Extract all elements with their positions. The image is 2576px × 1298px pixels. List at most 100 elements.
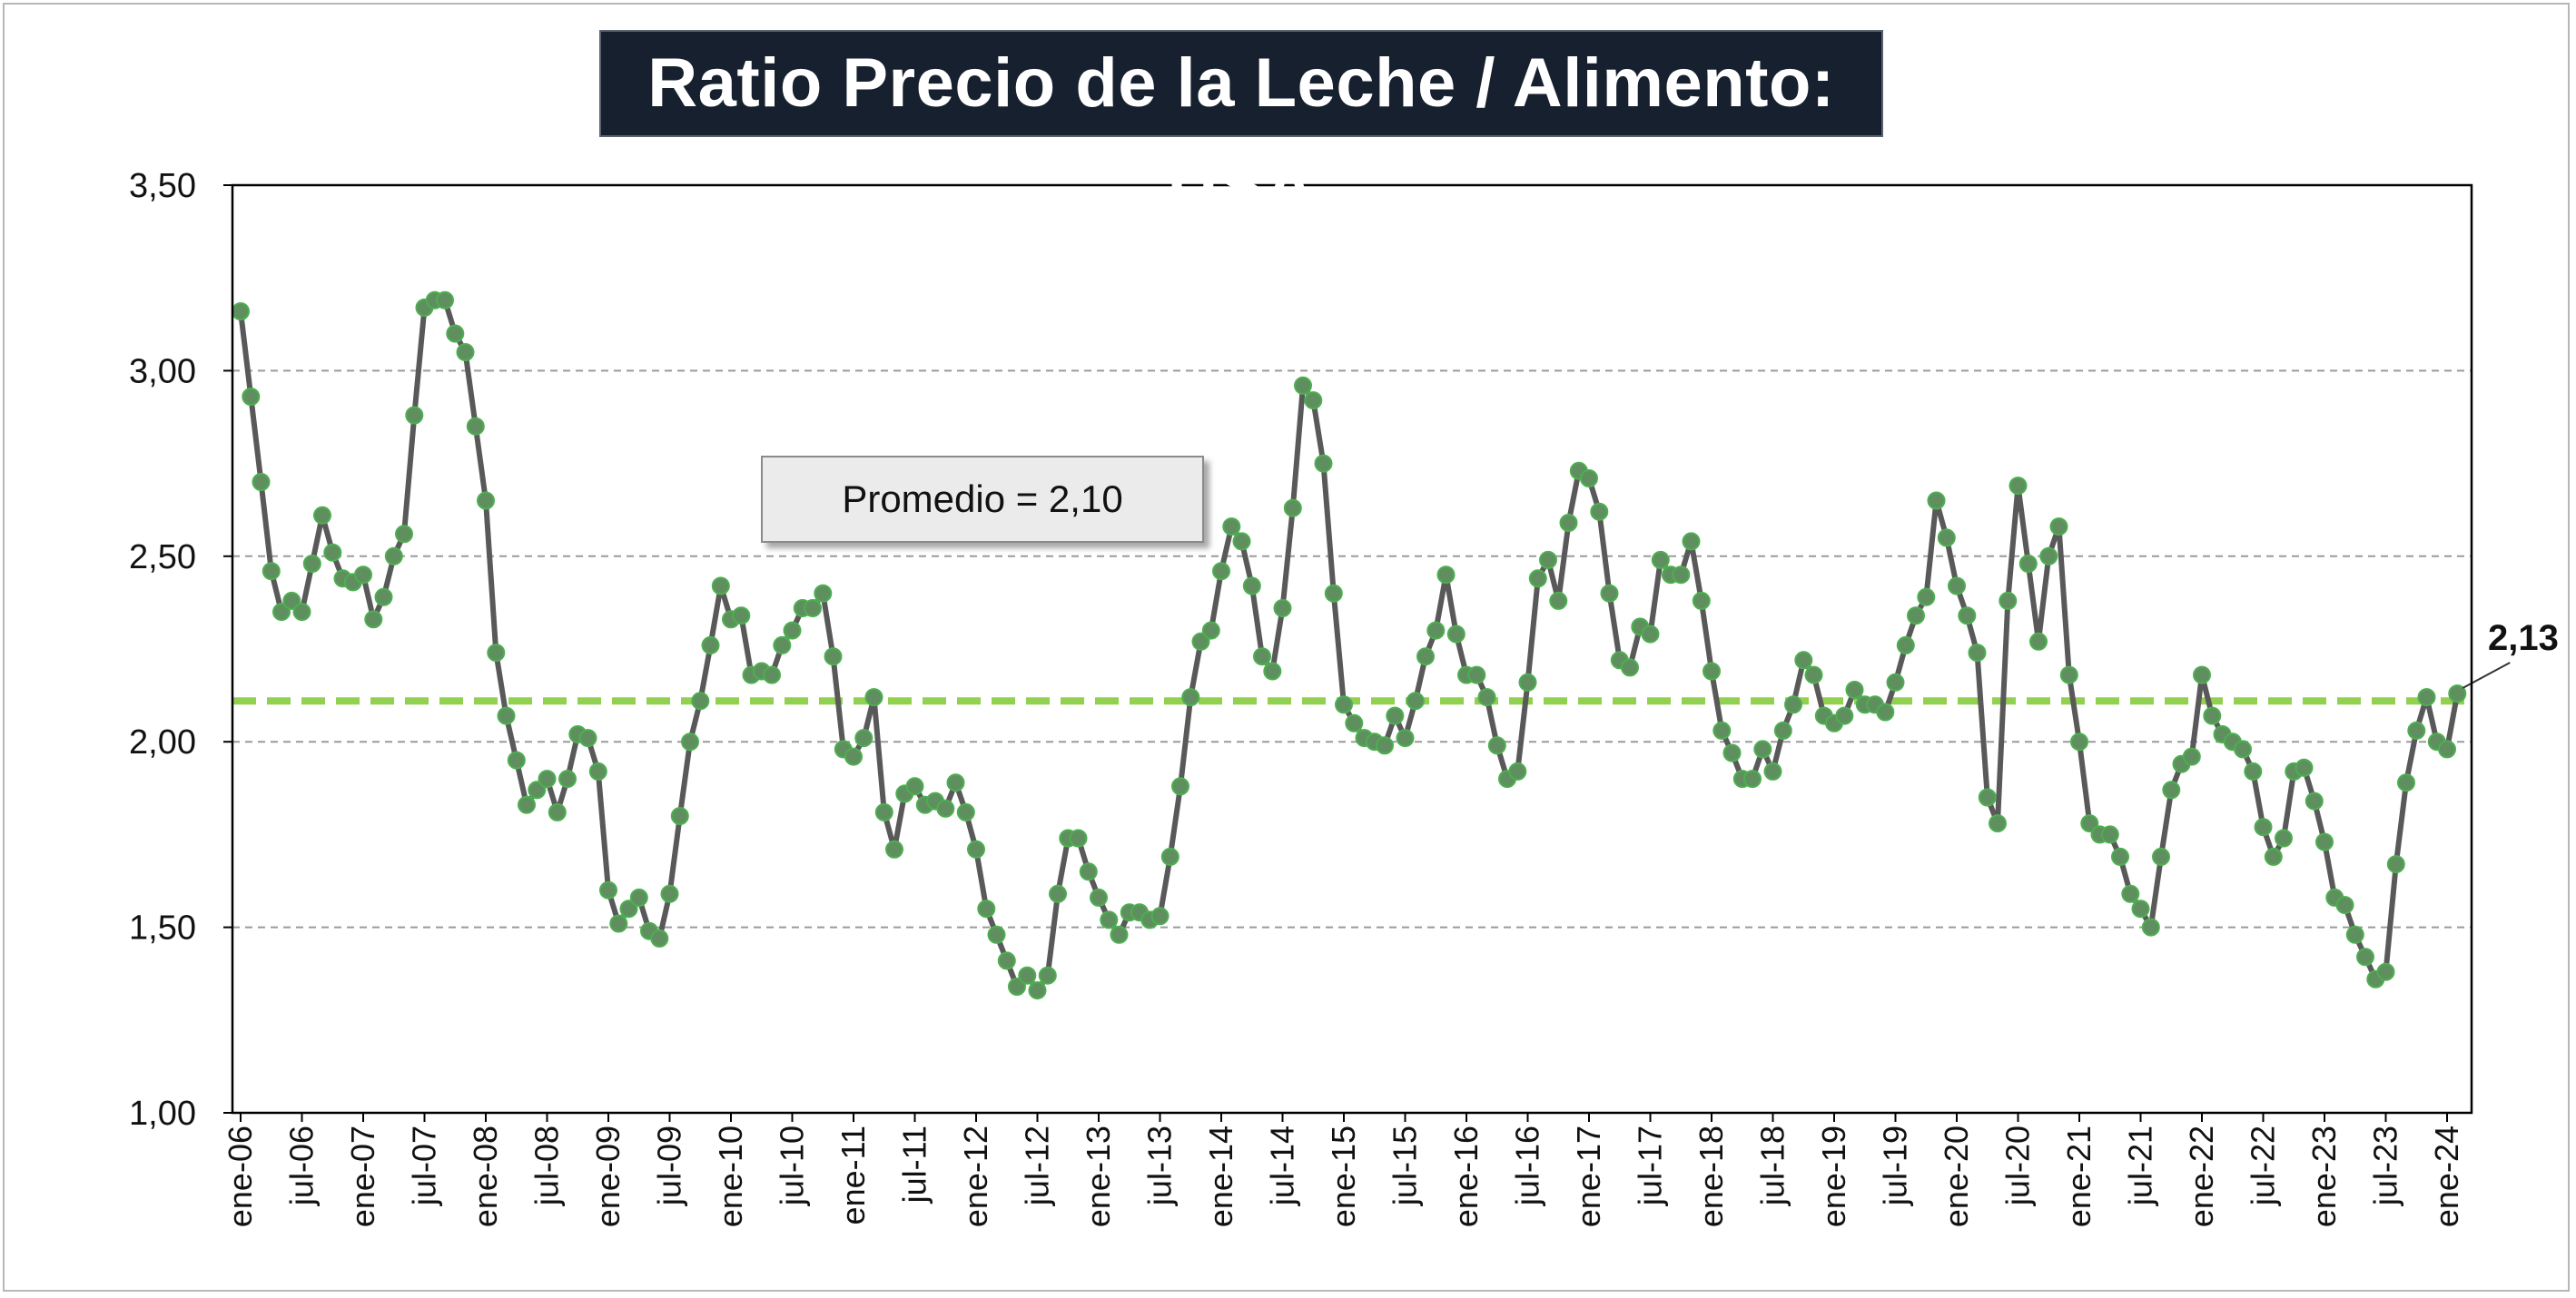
data-point (1304, 391, 1323, 410)
data-point (1242, 576, 1261, 595)
data-point (599, 880, 617, 900)
data-point (1559, 514, 1578, 532)
data-point (2121, 884, 2140, 903)
data-point (2315, 832, 2334, 851)
series-markers (232, 290, 2467, 1000)
data-point (323, 543, 342, 562)
data-point (1784, 695, 1802, 714)
x-axis-ticks: ene-06 jul-06 ene-07 jul-07 ene-08 jul-08 ene-… (222, 1113, 2465, 1227)
data-point (2386, 855, 2405, 874)
data-point (1253, 647, 1271, 666)
gridlines (232, 369, 2472, 929)
data-point (252, 473, 271, 491)
data-point (2018, 555, 2038, 573)
data-point (1446, 624, 1466, 644)
data-point (804, 599, 822, 617)
data-point (2234, 740, 2252, 759)
x-tick-label: ene-21 (2060, 1126, 2097, 1227)
y-tick-label: 3,50 (129, 167, 196, 205)
data-point (1487, 736, 1506, 755)
data-point (1621, 658, 1639, 677)
data-point (1804, 665, 1823, 684)
x-tick-label: jul-07 (406, 1126, 443, 1206)
data-point (1212, 562, 1230, 581)
data-point (2356, 948, 2374, 967)
data-point (967, 840, 985, 859)
data-point (1406, 692, 1425, 711)
data-point (1273, 599, 1292, 617)
data-point (2111, 847, 2129, 866)
data-point (395, 525, 413, 544)
data-point (1263, 662, 1282, 681)
data-point (681, 733, 699, 752)
data-point (946, 773, 965, 792)
data-point (2335, 896, 2354, 915)
data-point (1283, 498, 1302, 517)
data-point (1590, 502, 1609, 521)
data-point (1845, 681, 1864, 699)
data-point (436, 290, 454, 310)
data-point (2141, 918, 2160, 937)
data-point (1722, 743, 1742, 762)
data-point (2039, 546, 2058, 565)
data-point (814, 584, 833, 603)
data-point (1682, 532, 1701, 551)
x-tick-label: jul-20 (1999, 1126, 2037, 1206)
data-point (629, 888, 648, 907)
data-point (650, 929, 669, 948)
x-tick-label: ene-09 (589, 1126, 627, 1227)
data-point (2345, 925, 2364, 944)
plot-area (232, 185, 2472, 1113)
data-point (2254, 818, 2273, 837)
data-point (844, 747, 863, 766)
data-point (1508, 762, 1527, 781)
data-point (466, 417, 485, 436)
data-point (905, 777, 924, 796)
data-point (2275, 829, 2293, 848)
data-point (1937, 528, 1956, 547)
data-point (1549, 591, 1568, 610)
data-point (507, 751, 526, 770)
x-tick-label: jul-18 (1754, 1126, 1791, 1206)
data-point (405, 406, 424, 425)
data-point (2182, 747, 2201, 766)
data-point (670, 807, 689, 825)
data-point (232, 302, 250, 320)
data-point (282, 591, 301, 610)
data-point (1416, 647, 1435, 666)
x-tick-label: ene-15 (1325, 1126, 1362, 1227)
x-tick-label: ene-17 (1570, 1126, 1607, 1227)
data-point (302, 555, 321, 573)
data-point (824, 647, 843, 666)
data-point (711, 576, 730, 595)
x-tick-label: ene-06 (222, 1126, 259, 1227)
data-point (1386, 706, 1405, 725)
x-tick-label: jul-19 (1877, 1126, 1914, 1206)
x-tick-label: jul-14 (1264, 1126, 1301, 1206)
data-point (1927, 491, 1946, 510)
data-point (1641, 624, 1660, 644)
data-point (977, 900, 996, 919)
data-point (1794, 651, 1813, 670)
data-point (262, 562, 281, 581)
data-point (1069, 829, 1088, 848)
data-point (497, 706, 516, 725)
data-point (1958, 606, 1977, 625)
x-tick-label: jul-08 (528, 1126, 566, 1206)
data-point (2305, 792, 2324, 811)
data-point (773, 635, 792, 654)
data-point (2029, 632, 2048, 651)
x-tick-label: ene-10 (712, 1126, 749, 1227)
data-point (446, 324, 465, 343)
data-point (691, 692, 710, 711)
x-tick-label: ene-24 (2428, 1126, 2465, 1227)
data-point (292, 603, 311, 622)
data-point (1079, 862, 1098, 881)
data-point (1038, 966, 1057, 985)
data-point (1896, 635, 1915, 654)
data-point (1335, 695, 1353, 714)
data-point (1477, 688, 1496, 707)
data-point (1528, 569, 1547, 588)
data-point (2080, 814, 2099, 833)
